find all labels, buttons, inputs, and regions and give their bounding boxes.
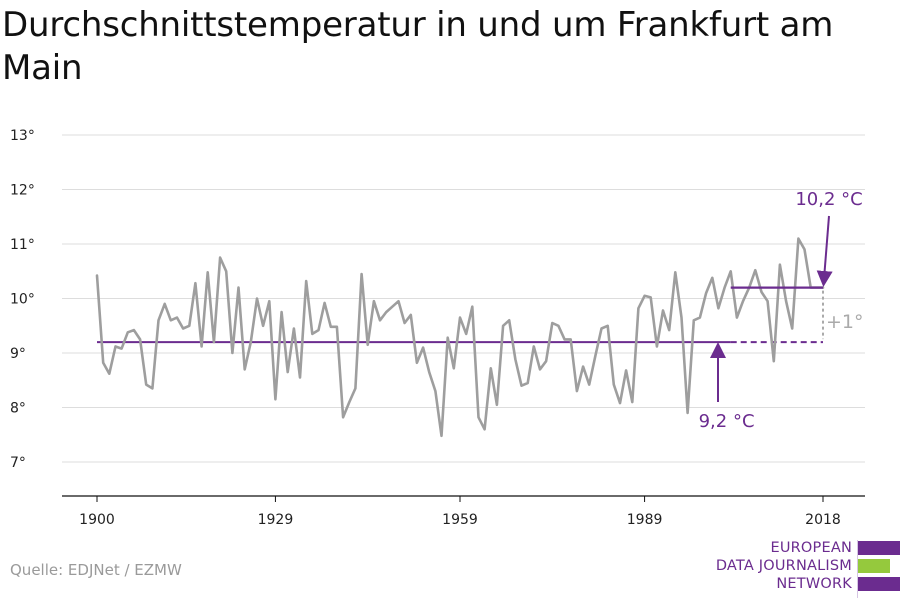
y-tick-label: 13° [10, 128, 35, 144]
annotation-delta-label: +1° [826, 311, 864, 333]
logo-divider [857, 540, 858, 598]
source-label: Quelle: EDJNet / EZMW [10, 561, 182, 579]
chart-title: Durchschnittstemperatur in und um Frankf… [2, 5, 834, 88]
x-tick-label: 1929 [258, 512, 294, 528]
y-tick-label: 12° [10, 183, 35, 199]
x-tick-label: 1959 [442, 512, 478, 528]
logo-line-data-journalism: DATA JOURNALISM [715, 558, 852, 574]
x-tick-label: 1900 [79, 512, 115, 528]
annotation-arrow-recent [816, 215, 833, 287]
logo-bar-purple-top [858, 541, 900, 555]
y-tick-label: 10° [10, 292, 35, 308]
annotation-recent-average: 10,2 °C [795, 189, 862, 210]
annotation-baseline-average: 9,2 °C [699, 411, 755, 432]
temperature-series-line [95, 237, 825, 438]
y-tick-label: 7° [10, 455, 26, 471]
logo-line-european: EUROPEAN [770, 540, 852, 556]
y-tick-label: 11° [10, 237, 35, 253]
x-tick-label: 1989 [627, 512, 663, 528]
x-tick-label: 2018 [805, 512, 841, 528]
logo-bar-purple-bottom [858, 577, 900, 591]
logo-line-network: NETWORK [776, 576, 852, 592]
y-tick-label: 8° [10, 401, 26, 417]
y-tick-label: 9° [10, 346, 26, 362]
logo-bar-green [858, 559, 890, 573]
edjnet-logo: EUROPEAN DATA JOURNALISM NETWORK [716, 538, 900, 598]
temperature-chart: 7° 8° 9° 10° 11° 12° 13° 1900 1929 1959 1989 2018 10… [10, 128, 865, 528]
